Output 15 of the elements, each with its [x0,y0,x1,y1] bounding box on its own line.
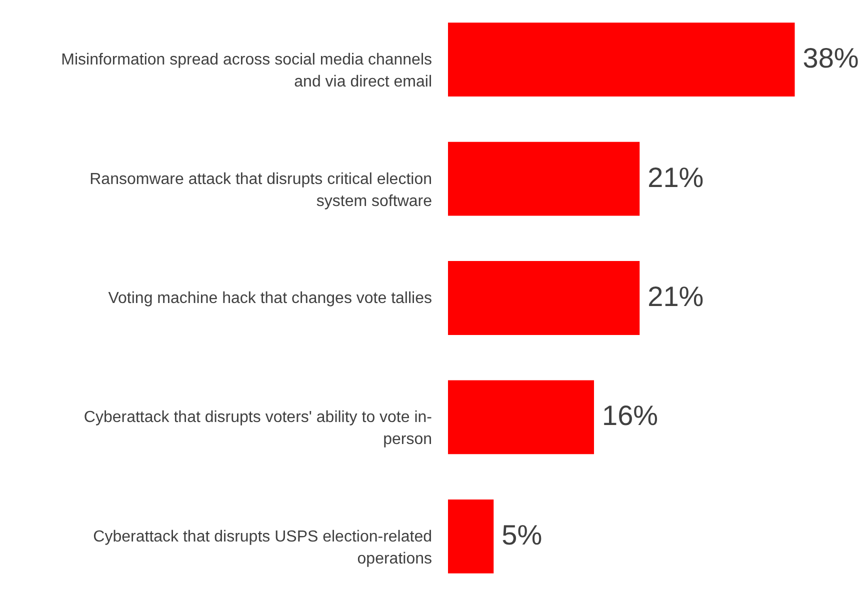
bar [448,380,594,454]
y-tick-label: Ransomware attack that disrupts critical election system software [90,170,432,210]
data-label: 16% [602,400,658,432]
data-label: 21% [648,162,704,193]
bar [448,261,640,335]
bar [448,22,795,97]
data-label: 38% [802,42,859,74]
bar [448,142,640,216]
y-tick-label: Cyberattack that disrupts USPS election-related operations [93,528,432,568]
y-tick-label: Misinformation spread across social media channels and via direct email [61,52,432,91]
bar [448,499,494,574]
data-label: 5% [502,519,542,550]
y-tick-label: Voting machine hack that changes vote tallies [108,290,432,307]
data-label: 21% [648,281,704,312]
y-tick-label: Cyberattack that disrupts voters' ability to vote in-person [84,409,432,448]
